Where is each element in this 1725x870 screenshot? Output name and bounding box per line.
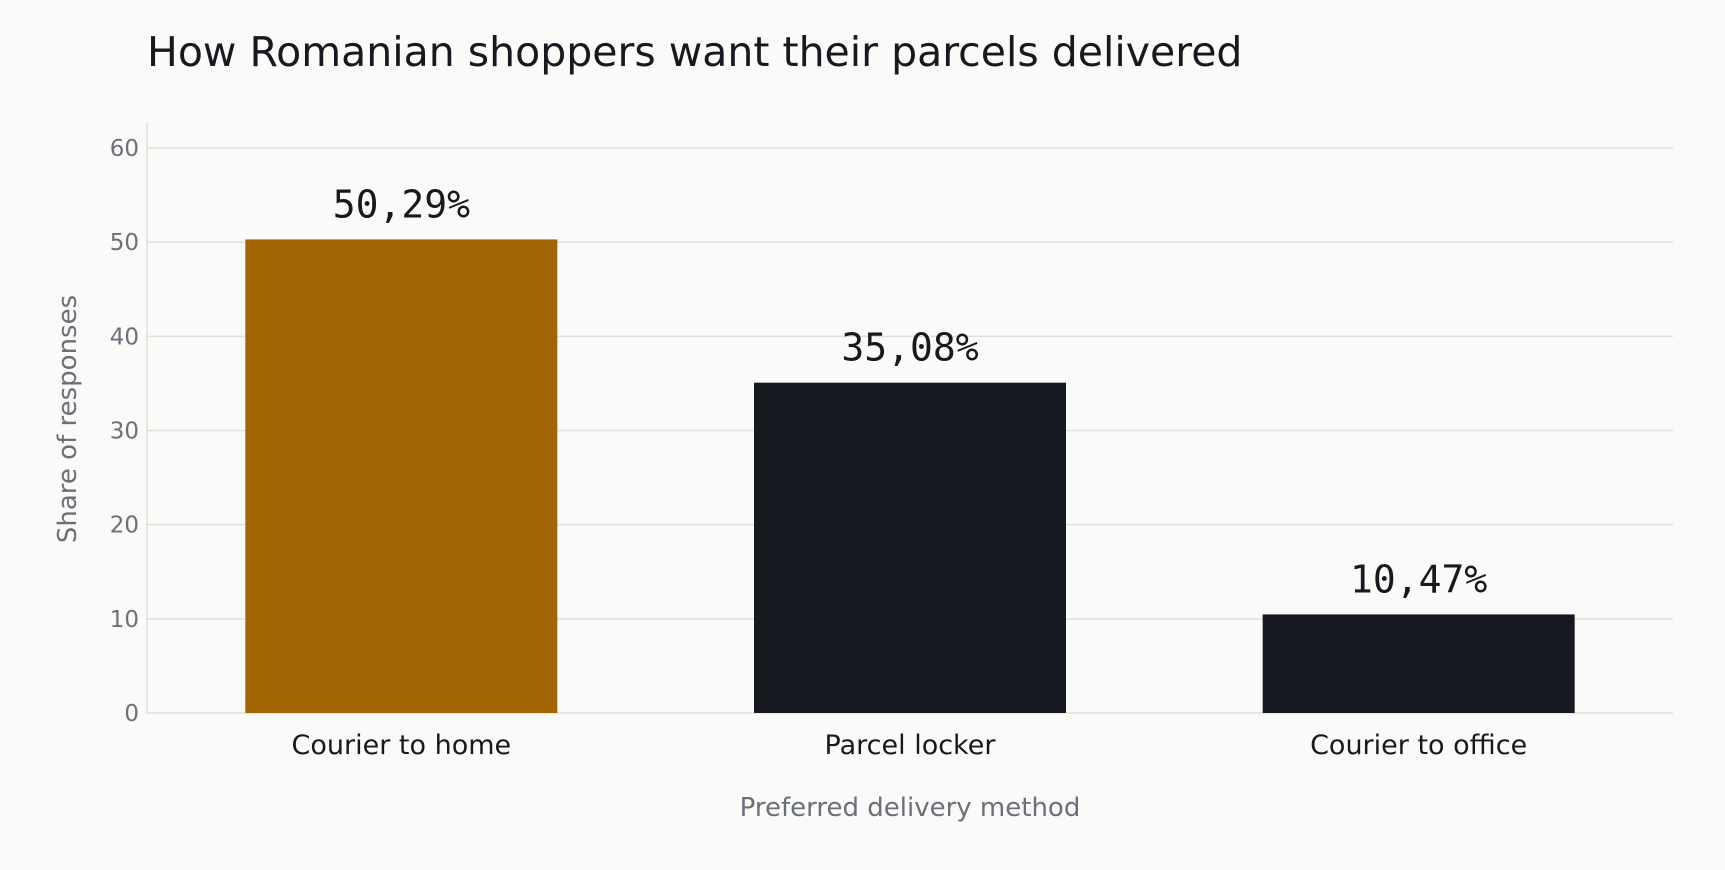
y-tick-label-40: 40 [110,324,139,350]
x-axis-categories: Courier to home Parcel locker Courier to o… [292,730,1528,761]
y-tick-label-60: 60 [110,136,139,162]
y-tick-label-20: 20 [110,513,139,539]
y-tick-label-0: 0 [124,701,139,727]
bar-courier-to-office [1262,614,1575,713]
bars [245,239,1575,713]
chart-title: How Romanian shoppers want their parcels… [147,28,1242,76]
category-label-courier-to-office: Courier to office [1310,730,1527,761]
data-label-parcel-locker: 35,08% [841,326,978,370]
y-tick-label-10: 10 [110,607,139,633]
y-tick-label-30: 30 [110,419,139,445]
x-axis-title: Preferred delivery method [740,793,1081,823]
data-labels: 50,29% 35,08% 10,47% [333,182,1488,601]
y-tick-label-50: 50 [110,230,139,256]
bar-courier-to-home [245,239,558,713]
y-axis-ticks: 0 10 20 30 40 50 60 [110,136,139,727]
data-label-courier-to-office: 10,47% [1350,557,1487,601]
data-label-courier-to-home: 50,29% [333,182,470,226]
y-axis-title: Share of responses [53,295,83,543]
bar-parcel-locker [754,382,1066,713]
category-label-courier-to-home: Courier to home [292,730,512,761]
category-label-parcel-locker: Parcel locker [825,730,997,761]
